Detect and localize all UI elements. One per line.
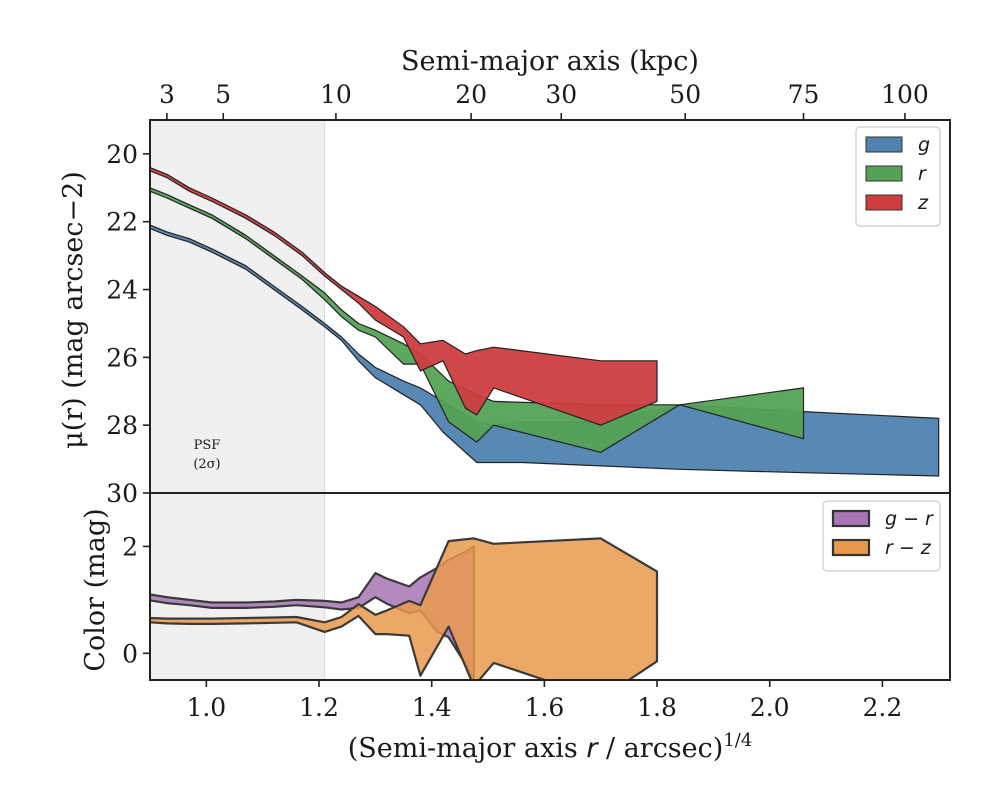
legend-label: g — [918, 134, 930, 156]
legend-swatch — [865, 194, 903, 211]
y-axis-label-color: Color (mag) — [80, 508, 111, 671]
legend-swatch — [865, 136, 903, 153]
psf-label: PSF — [194, 438, 221, 453]
top-tick-label: 20 — [455, 80, 487, 109]
top-axis-label: Semi-major axis (kpc) — [401, 46, 699, 77]
y-tick-label-color: 0 — [122, 639, 138, 668]
y-tick-label-color: 2 — [122, 532, 138, 561]
top-tick-label: 30 — [545, 80, 577, 109]
legend-swatch — [831, 538, 871, 557]
x-tick-label: 2.2 — [863, 693, 903, 722]
y-tick-label-sb: 30 — [106, 479, 138, 508]
y-tick-label-sb: 20 — [106, 140, 138, 169]
plot-frame — [149, 119, 951, 681]
y-tick-label-sb: 22 — [106, 208, 138, 237]
x-tick-label: 2.0 — [750, 693, 790, 722]
top-tick-label: 3 — [159, 80, 175, 109]
y-tick-label-sb: 26 — [106, 343, 138, 372]
y-tick-label-sb: 28 — [106, 411, 138, 440]
top-tick-label: 10 — [320, 80, 352, 109]
legend-label: g − r — [885, 508, 934, 530]
legend-label: r − z — [885, 537, 932, 559]
band-gr — [150, 545, 475, 680]
legend-swatch — [831, 509, 871, 528]
x-tick-label: 1.6 — [524, 693, 564, 722]
psf-sigma-label: (2σ) — [193, 457, 220, 472]
top-tick-label: 50 — [669, 80, 701, 109]
color-panel — [150, 537, 659, 680]
x-tick-label: 1.2 — [299, 693, 339, 722]
psf-region — [150, 120, 325, 680]
x-tick-label: 1.4 — [412, 693, 452, 722]
band-z — [150, 166, 658, 426]
band-rz — [150, 537, 659, 680]
top-tick-label: 75 — [788, 80, 820, 109]
legend-swatch — [865, 165, 903, 182]
sb-panel — [150, 166, 940, 477]
y-tick-label-sb: 24 — [106, 276, 138, 305]
x-tick-label: 1.8 — [637, 693, 677, 722]
top-tick-label: 100 — [881, 80, 929, 109]
y-axis-label-sb: μ(r) (mag arcsec−2) — [58, 171, 89, 449]
x-tick-label: 1.0 — [186, 693, 226, 722]
legend-label: z — [917, 192, 929, 214]
top-tick-label: 5 — [215, 80, 231, 109]
x-axis-label: (Semi-major axis r / arcsec)1/4 — [348, 730, 753, 764]
legend-label: r — [918, 163, 927, 185]
